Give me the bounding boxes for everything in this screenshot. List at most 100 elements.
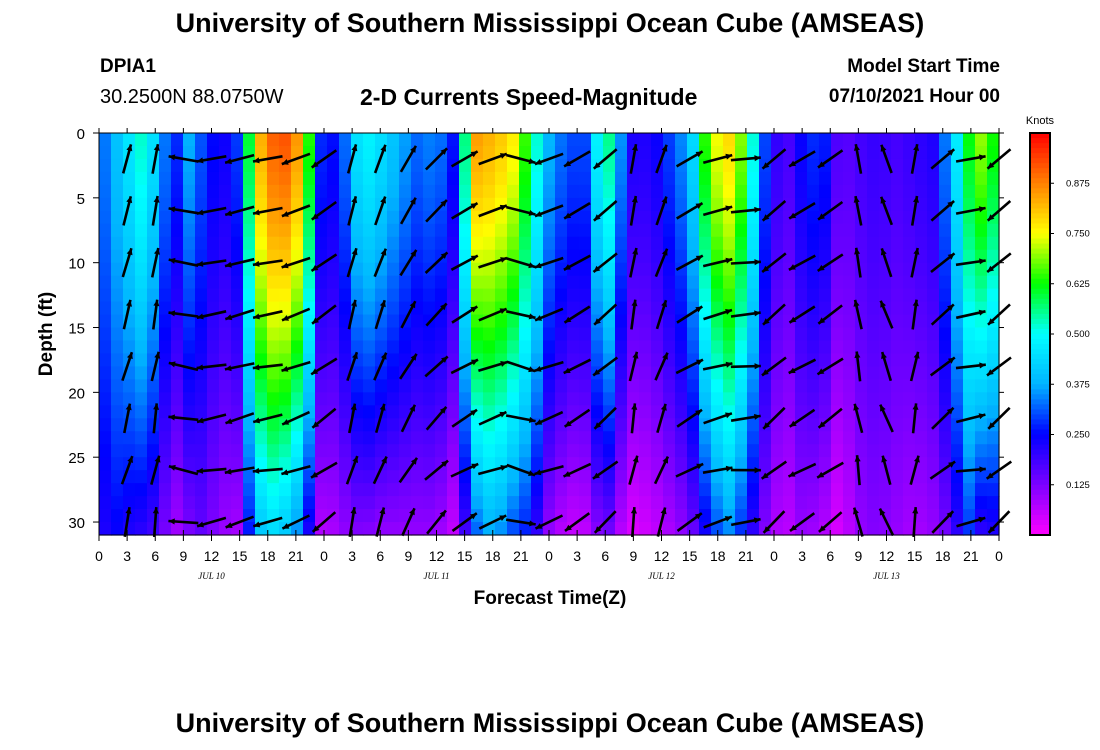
heatmap-cell [663, 470, 676, 484]
heatmap-cell [471, 288, 484, 303]
heatmap-cell [507, 275, 520, 290]
heatmap-cell [711, 522, 724, 536]
heatmap-cell [615, 171, 628, 186]
vector-head [696, 463, 704, 470]
heatmap-cell [483, 405, 496, 419]
current-vector [375, 507, 386, 537]
current-vector [702, 361, 733, 371]
heatmap-cell [939, 509, 952, 523]
current-vector [424, 459, 449, 481]
heatmap-cell [879, 340, 892, 355]
heatmap-cell [411, 392, 424, 406]
heatmap-cell [735, 431, 748, 445]
current-vector [373, 352, 388, 381]
heatmap-cell [339, 327, 352, 342]
colorbar-segment [1030, 138, 1050, 144]
heatmap-cell [987, 431, 1000, 445]
heatmap-cell [927, 457, 940, 471]
heatmap-cell [651, 145, 664, 160]
heatmap-cell [339, 418, 352, 432]
heatmap-cell [435, 158, 448, 173]
heatmap-cell [771, 418, 784, 432]
heatmap-cell [447, 133, 460, 147]
current-vector [630, 299, 638, 330]
heatmap-cell [171, 158, 184, 173]
heatmap-cell [915, 327, 928, 342]
heatmap-cell [99, 444, 112, 458]
heatmap-cell [903, 249, 916, 264]
heatmap-cell [975, 262, 988, 277]
heatmap-cell [963, 197, 976, 212]
heatmap-cell [423, 405, 436, 419]
heatmap-cell [531, 327, 544, 342]
colorbar-segment [1030, 504, 1050, 511]
heatmap-cell [123, 392, 136, 406]
heatmap-cell [531, 392, 544, 406]
heatmap-cell [591, 379, 604, 393]
heatmap-cell [939, 223, 952, 238]
heatmap-cell [123, 431, 136, 445]
heatmap-cell [303, 470, 316, 484]
x-tick-label: 6 [376, 548, 384, 564]
heatmap-cell [195, 236, 208, 251]
heatmap-cell [519, 340, 532, 355]
heatmap-cell [243, 431, 256, 445]
current-vector [346, 351, 359, 382]
heatmap-cell [339, 522, 352, 536]
current-vector [121, 247, 133, 278]
heatmap-cell [903, 379, 916, 393]
heatmap-cell [603, 314, 616, 329]
heatmap-cell [939, 431, 952, 445]
heatmap-cell [891, 314, 904, 329]
current-vector [675, 150, 704, 168]
heatmap-cell [963, 379, 976, 393]
heatmap-cell [939, 262, 952, 277]
heatmap-cell [195, 366, 208, 380]
heatmap-cell [339, 184, 352, 199]
heatmap-cell [903, 171, 916, 186]
heatmap-cell [267, 288, 280, 303]
heatmap-cell [219, 275, 232, 290]
heatmap-cell [963, 457, 976, 471]
current-vector [592, 460, 619, 480]
heatmap-cell [195, 340, 208, 355]
current-vector [630, 507, 637, 538]
vector-head [978, 309, 986, 316]
heatmap-cell [459, 379, 472, 393]
x-tick-label: 12 [654, 548, 670, 564]
heatmap-cell [363, 379, 376, 393]
colorbar-segment [1030, 168, 1050, 174]
heatmap-cell [843, 288, 856, 303]
heatmap-cell [831, 483, 844, 497]
colorbar-segment [1030, 459, 1050, 466]
heatmap-cell [303, 236, 316, 251]
vector-head [695, 255, 703, 262]
heatmap-cell [903, 327, 916, 342]
heatmap-cell [663, 223, 676, 238]
heatmap-cell [255, 470, 268, 484]
heatmap-cell [711, 275, 724, 290]
current-vector [761, 148, 787, 170]
heatmap-cell [951, 366, 964, 380]
heatmap-cell [303, 392, 316, 406]
heatmap-cell [375, 340, 388, 355]
heatmap-cell [939, 301, 952, 316]
heatmap-cell [123, 275, 136, 290]
heatmap-cell [471, 496, 484, 510]
vector-head [197, 417, 204, 424]
heatmap-cell [135, 210, 148, 225]
heatmap-cell [315, 431, 328, 445]
current-vector [760, 460, 788, 480]
heatmap-cell [411, 470, 424, 484]
vector-head [754, 413, 761, 420]
heatmap-cell [651, 379, 664, 393]
heatmap-cell [507, 444, 520, 458]
heatmap-cell [891, 444, 904, 458]
heatmap-cell [591, 431, 604, 445]
vector-head [528, 210, 536, 216]
x-tick-label: 15 [232, 548, 248, 564]
heatmap-cell [951, 145, 964, 160]
heatmap-cell [303, 444, 316, 458]
vector-head [754, 467, 761, 474]
heatmap-cell [207, 210, 220, 225]
